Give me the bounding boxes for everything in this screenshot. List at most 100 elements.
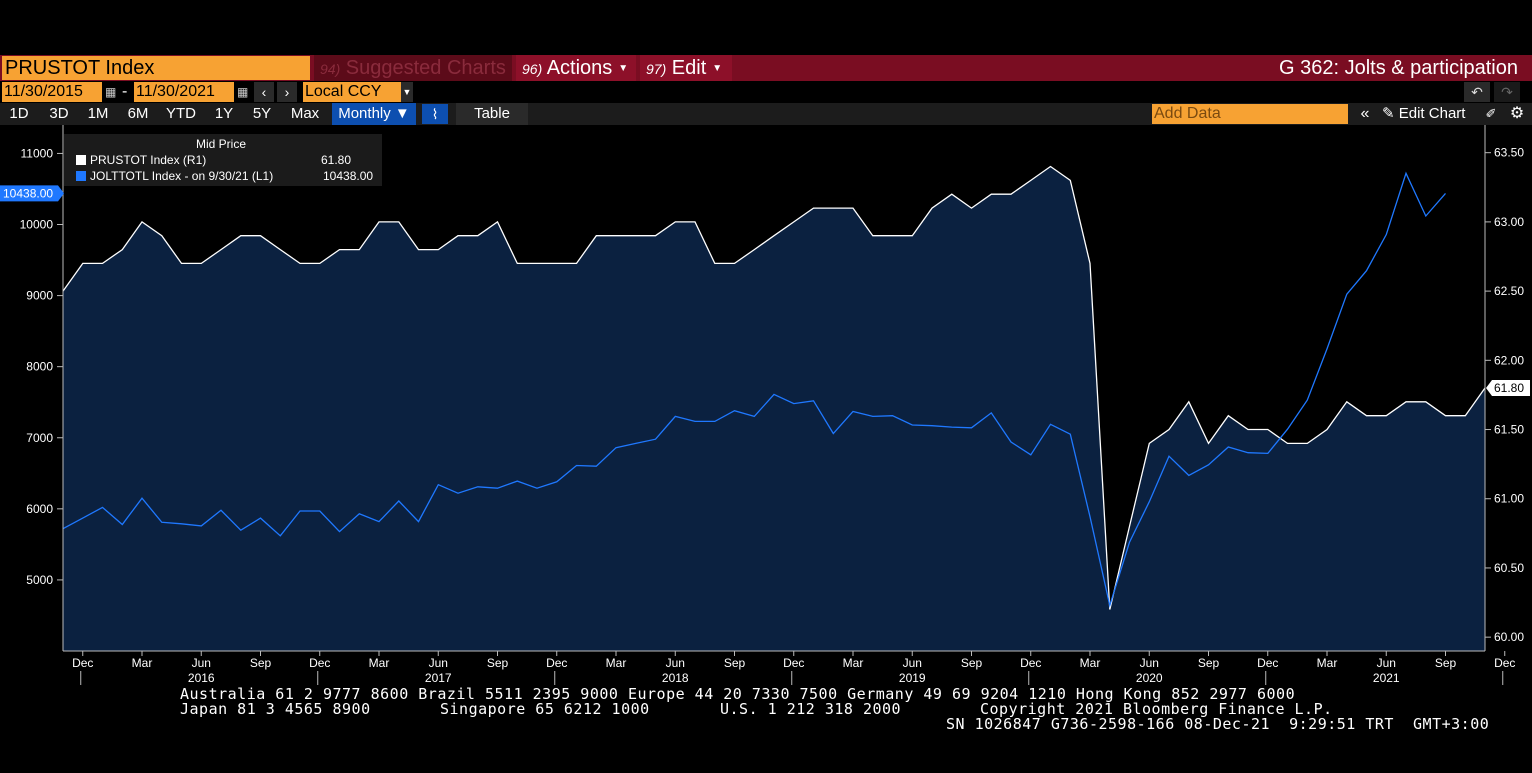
legend-swatch <box>76 155 86 165</box>
currency-value: Local CCY <box>305 83 382 100</box>
range-1d-button[interactable]: 1D <box>9 105 29 122</box>
x-axis-tick-label: Sep <box>724 656 746 670</box>
chevron-right-icon[interactable]: › <box>277 82 297 102</box>
right-axis-tick-label: 61.00 <box>1494 492 1524 506</box>
caret-down-icon: ▼ <box>618 62 629 74</box>
year-label: 2019 <box>899 671 926 685</box>
year-label: 2017 <box>425 671 452 685</box>
x-axis-tick-label: Dec <box>1257 656 1278 670</box>
x-axis-tick-label: Jun <box>429 656 448 670</box>
legend-value: 61.80 <box>321 153 352 167</box>
chart-title: G 362: Jolts & participation <box>1278 57 1518 79</box>
x-axis-tick-label: Sep <box>1198 656 1220 670</box>
legend-item: PRUSTOT Index (R1) <box>76 153 206 168</box>
annotate-icon[interactable]: ✐ <box>1485 106 1497 121</box>
edit-menu-button[interactable]: 97) Edit ▼ <box>640 55 732 81</box>
footer-us: U.S. 1 212 318 2000 <box>720 700 902 718</box>
left-last-value-tag <box>0 185 64 202</box>
legend-value: 10438.00 <box>323 169 374 183</box>
range-6m-button[interactable]: 6M <box>127 105 149 122</box>
x-axis-tick-label: Jun <box>903 656 922 670</box>
undo-icon[interactable]: ↶ <box>1464 82 1490 102</box>
menu-number: 97) <box>646 61 667 77</box>
x-axis-tick-label: Mar <box>1317 656 1338 670</box>
jolts-line <box>62 171 1446 609</box>
calendar-icon[interactable]: ▦ <box>105 85 117 99</box>
menu-number: 96) <box>522 61 543 77</box>
redo-icon[interactable]: ↷ <box>1494 82 1520 102</box>
x-axis-tick-label: Dec <box>546 656 567 670</box>
left-axis-tick-label: 10000 <box>20 218 54 232</box>
end-date-field[interactable]: 11/30/2021 <box>134 82 234 102</box>
x-axis-tick-label: Dec <box>72 656 93 670</box>
right-axis-tick-label: 63.50 <box>1494 146 1524 160</box>
left-axis-tick-label: 9000 <box>26 289 53 303</box>
footer-session: SN 1026847 G736-2598-166 08-Dec-21 9:29:… <box>946 715 1490 733</box>
range-3d-button[interactable]: 3D <box>49 105 69 122</box>
x-axis-tick-label: Dec <box>309 656 330 670</box>
x-axis-tick-label: Dec <box>1494 656 1515 670</box>
legend-label: JOLTTOTL Index - on 9/30/21 (L1) <box>90 169 274 183</box>
legend-item: JOLTTOTL Index - on 9/30/21 (L1) <box>76 169 273 184</box>
x-axis-tick-label: Dec <box>783 656 804 670</box>
right-last-value-label: 61.80 <box>1494 381 1524 395</box>
double-chevron-left-icon[interactable]: « <box>1360 105 1370 122</box>
x-axis-tick-label: Mar <box>1080 656 1101 670</box>
caret-down-icon: ▼ <box>401 82 413 102</box>
axes: 5000 6000 7000 8000 9000 10000 11000 10438.00 60… <box>0 125 1530 685</box>
left-axis-tick-label: 11000 <box>21 146 54 160</box>
x-axis-tick-label: Dec <box>1020 656 1041 670</box>
range-1m-button[interactable]: 1M <box>87 105 109 122</box>
ticker-field[interactable]: PRUSTOT Index <box>2 56 310 80</box>
x-axis-tick-label: Mar <box>369 656 390 670</box>
footer-contacts-line1: Australia 61 2 9777 8600 Brazil 5511 239… <box>180 685 1296 703</box>
right-axis-tick-label: 63.00 <box>1494 215 1524 229</box>
legend-label: PRUSTOT Index (R1) <box>90 153 207 167</box>
actions-menu-button[interactable]: 96) Actions ▼ <box>516 55 636 81</box>
plot-area <box>62 165 1486 651</box>
frequency-value: Monthly <box>338 105 391 122</box>
x-axis-tick-label: Jun <box>1377 656 1396 670</box>
frequency-select[interactable]: Monthly ▼ <box>332 103 416 125</box>
start-date-field[interactable]: 11/30/2015 <box>2 82 102 102</box>
legend-header: Mid Price <box>196 137 247 151</box>
table-button[interactable]: Table <box>456 103 528 125</box>
legend-swatch <box>76 171 86 181</box>
right-axis-tick-label: 62.50 <box>1494 284 1524 298</box>
line-chart-icon[interactable]: ⌇ <box>422 104 448 124</box>
year-label: 2021 <box>1373 671 1400 685</box>
x-axis-tick-label: Jun <box>192 656 211 670</box>
gear-icon[interactable]: ⚙ <box>1509 105 1525 122</box>
suggested-charts-label: Suggested Charts <box>345 57 506 79</box>
right-axis-tick-label: 62.00 <box>1494 353 1524 367</box>
menu-number: 94) <box>320 61 341 77</box>
left-axis-tick-label: 8000 <box>26 360 53 374</box>
range-max-button[interactable]: Max <box>290 105 320 122</box>
x-axis-tick-label: Jun <box>1140 656 1159 670</box>
range-ytd-button[interactable]: YTD <box>166 105 196 122</box>
edit-chart-button[interactable]: ✎ Edit Chart <box>1382 103 1465 125</box>
currency-select[interactable]: Local CCY ▼ <box>303 82 413 102</box>
suggested-charts-button[interactable]: 94) Suggested Charts <box>314 55 512 81</box>
add-data-input[interactable] <box>1152 104 1348 124</box>
range-5y-button[interactable]: 5Y <box>252 105 272 122</box>
actions-label: Actions <box>546 57 613 79</box>
right-axis-tick-label: 60.50 <box>1494 561 1524 575</box>
footer-singapore: Singapore 65 6212 1000 <box>440 700 650 718</box>
pencil-icon: ✎ <box>1382 105 1395 122</box>
chevron-left-icon[interactable]: ‹ <box>254 82 274 102</box>
right-axis-tick-label: 60.00 <box>1494 630 1524 644</box>
x-axis-tick-label: Sep <box>961 656 983 670</box>
x-axis-tick-label: Mar <box>606 656 627 670</box>
edit-chart-label: Edit Chart <box>1398 105 1466 122</box>
calendar-icon[interactable]: ▦ <box>237 85 249 99</box>
range-1y-button[interactable]: 1Y <box>214 105 234 122</box>
caret-down-icon: ▼ <box>712 62 723 74</box>
x-axis-tick-label: Mar <box>132 656 153 670</box>
left-axis-tick-label: 7000 <box>26 431 53 445</box>
x-axis-tick-label: Jun <box>666 656 685 670</box>
right-axis-tick-label: 61.50 <box>1494 423 1524 437</box>
right-last-value-tag <box>1486 380 1530 396</box>
year-label: 2016 <box>188 671 215 685</box>
x-axis-tick-label: Sep <box>250 656 272 670</box>
